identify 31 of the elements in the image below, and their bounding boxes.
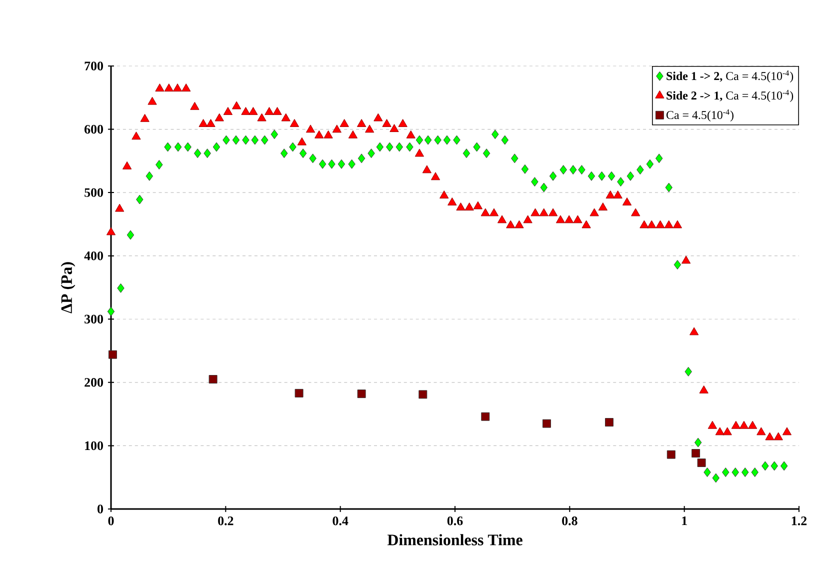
x-tick-label: 1.2 [792, 516, 807, 526]
x-tick-label: 0.4 [332, 516, 348, 526]
point [542, 419, 551, 428]
y-tick-label: 300 [84, 314, 104, 324]
y-tick-label: 100 [85, 441, 104, 450]
point [666, 450, 676, 459]
y-tick-label: 500 [84, 188, 104, 197]
y-tick-label: 600 [84, 124, 104, 134]
y-tick-label: 400 [84, 251, 104, 260]
y-tick-label: 200 [84, 378, 104, 387]
point [692, 449, 700, 458]
point [481, 412, 490, 421]
y-axis-title: ΔP (Pa) [60, 262, 76, 314]
legend-label: Side 2 -> 1, Ca = 4.5(10$^{-4}$) [666, 90, 794, 102]
x-tick-label: 0 [108, 516, 114, 526]
point [605, 418, 614, 427]
point [418, 390, 428, 399]
point [208, 375, 218, 384]
x-tick-label: 1 [682, 516, 687, 526]
x-tick-label: 0.8 [562, 516, 578, 526]
point [697, 458, 706, 468]
point [108, 350, 117, 359]
point [294, 388, 304, 398]
x-tick-label: 0.6 [447, 516, 463, 526]
y-tick-label: 0 [98, 504, 104, 514]
point [357, 390, 366, 398]
legend-label: Ca = 4.5(10$^{-4}$) [666, 109, 734, 122]
legend-label: Side 1 -> 2, Ca = 4.5(10$^{-4}$) [666, 70, 794, 83]
x-tick-label: 0.2 [218, 516, 234, 526]
x-axis-title: Dimensionless Time [387, 534, 522, 546]
y-tick-label: 700 [84, 62, 104, 70]
